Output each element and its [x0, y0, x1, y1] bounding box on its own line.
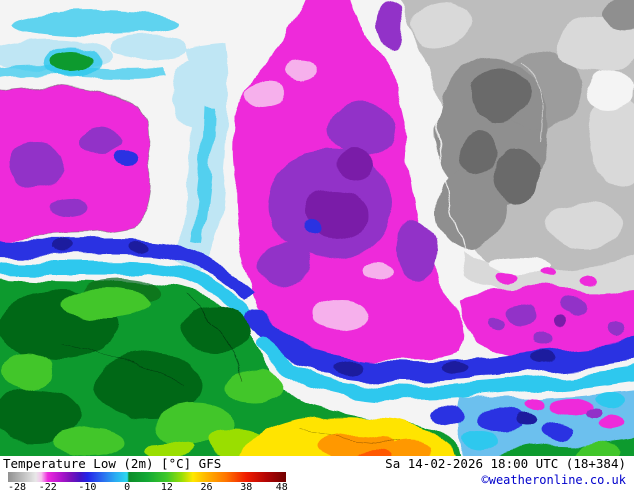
legend-tick: -28: [8, 482, 27, 490]
legend-tick: 48: [275, 482, 288, 490]
legend-title: Temperature Low (2m) [°C] GFS: [3, 456, 222, 471]
legend-block: Temperature Low (2m) [°C] GFS -28 -22 -1…: [3, 456, 288, 490]
legend-tick: -22: [38, 482, 57, 490]
cold-magenta-region: [0, 0, 464, 361]
east-gap-and-magenta-band: [459, 252, 634, 358]
legend-bar: Temperature Low (2m) [°C] GFS -28 -22 -1…: [0, 456, 634, 490]
temperature-field: [0, 0, 634, 456]
warm-south-region: [240, 416, 453, 456]
arctic-gray-region: [401, 0, 634, 278]
legend-ticks: -28 -22 -10 0 12 26 38 48: [8, 482, 288, 490]
legend-tick: -10: [78, 482, 97, 490]
footer-info: Sa 14-02-2026 18:00 UTC (18+384) ©weathe…: [385, 457, 626, 487]
timestamp: Sa 14-02-2026 18:00 UTC (18+384): [385, 456, 626, 471]
attribution-link[interactable]: ©weatheronline.co.uk: [481, 473, 627, 487]
map-area: [0, 0, 634, 456]
legend-tick: 38: [240, 482, 253, 490]
temperature-map: [0, 0, 634, 456]
legend-tick: 12: [160, 482, 173, 490]
mild-green-region: [0, 277, 458, 456]
legend-tick: 26: [200, 482, 213, 490]
southeast-mixed-region: [431, 389, 634, 456]
transition-bands: [0, 239, 634, 401]
borders-coastlines: [59, 297, 399, 444]
legend-gradient: [8, 472, 286, 482]
legend-tick: 0: [124, 482, 131, 490]
